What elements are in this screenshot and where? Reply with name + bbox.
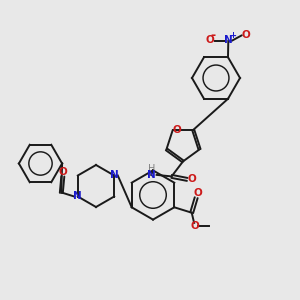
Text: N: N bbox=[73, 191, 82, 201]
Text: O: O bbox=[193, 188, 202, 199]
Text: N: N bbox=[110, 170, 119, 180]
Text: O: O bbox=[241, 30, 250, 40]
Text: -: - bbox=[211, 29, 216, 42]
Text: N: N bbox=[147, 170, 156, 180]
Text: O: O bbox=[172, 125, 181, 135]
Text: O: O bbox=[187, 174, 196, 184]
Text: O: O bbox=[190, 220, 199, 231]
Text: O: O bbox=[58, 167, 67, 177]
Text: +: + bbox=[229, 32, 236, 40]
Text: O: O bbox=[205, 35, 214, 45]
Text: N: N bbox=[224, 35, 233, 45]
Text: H: H bbox=[148, 164, 155, 175]
